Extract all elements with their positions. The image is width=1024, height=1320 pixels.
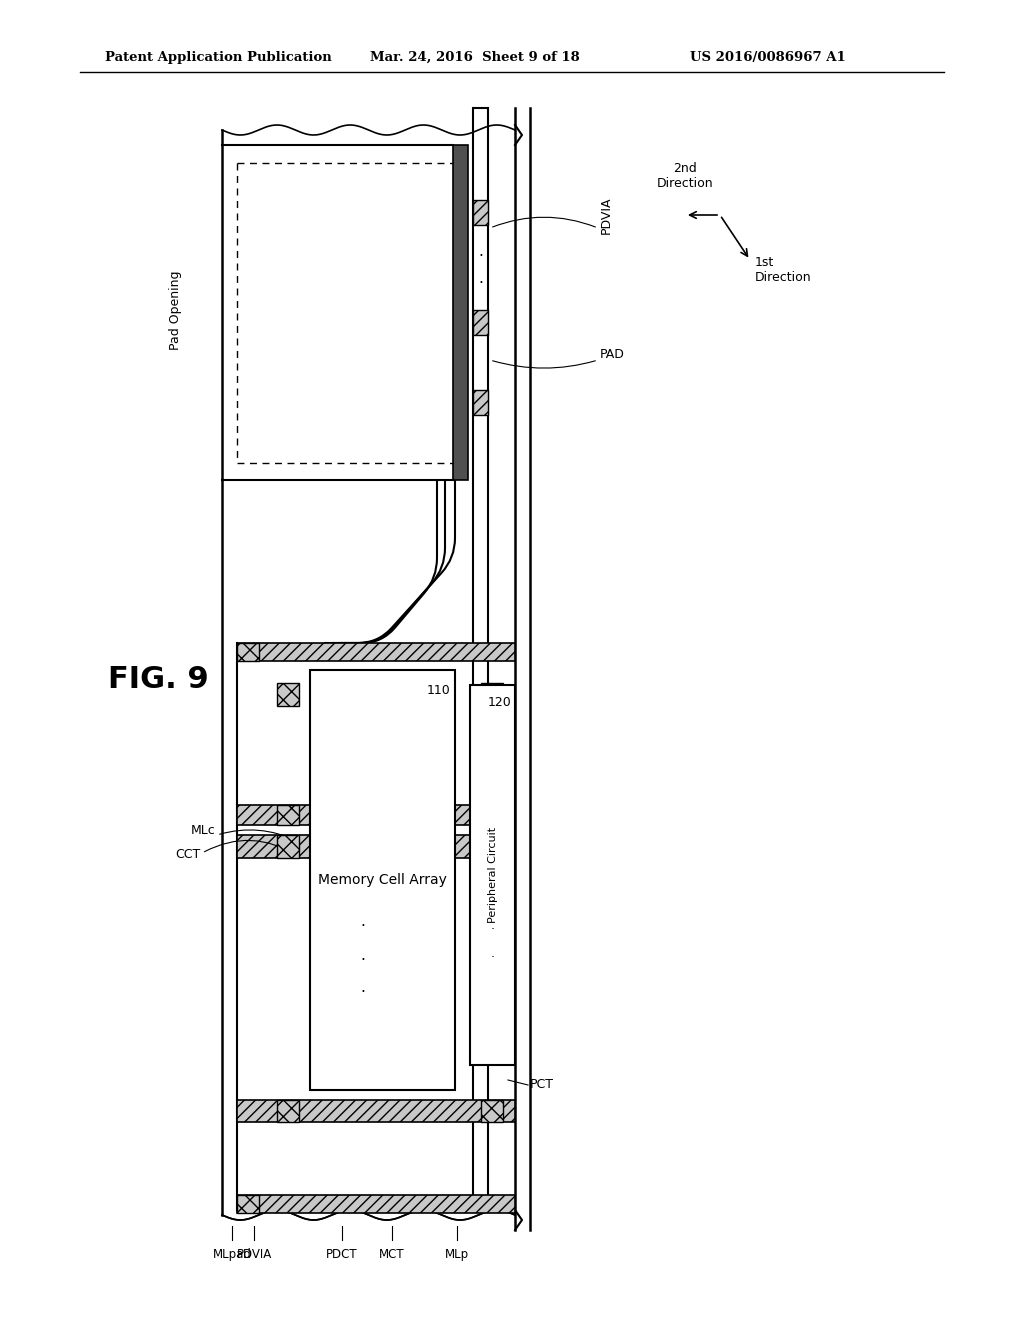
- Text: 2nd
Direction: 2nd Direction: [656, 162, 714, 190]
- Bar: [237, 1195, 259, 1213]
- Text: PDVIA: PDVIA: [237, 1247, 271, 1261]
- Text: PAD: PAD: [600, 348, 625, 362]
- Text: 110: 110: [426, 684, 450, 697]
- Text: MLp: MLp: [445, 1247, 469, 1261]
- Text: PDCT: PDCT: [327, 1247, 357, 1261]
- Bar: [310, 671, 455, 1090]
- Bar: [278, 805, 299, 825]
- Bar: [237, 643, 515, 661]
- Bar: [237, 836, 515, 858]
- Bar: [481, 1100, 503, 1122]
- Bar: [473, 201, 488, 224]
- Bar: [237, 1100, 515, 1122]
- Bar: [237, 1195, 515, 1213]
- Bar: [237, 643, 259, 661]
- Text: 120: 120: [487, 697, 511, 710]
- Bar: [481, 836, 503, 858]
- Bar: [473, 310, 488, 335]
- Bar: [481, 682, 503, 706]
- Bar: [278, 682, 299, 706]
- Text: Patent Application Publication: Patent Application Publication: [105, 50, 332, 63]
- Bar: [453, 145, 468, 480]
- Text: ·
·
·: · · ·: [490, 895, 495, 965]
- Text: US 2016/0086967 A1: US 2016/0086967 A1: [690, 50, 846, 63]
- Text: Memory Cell Array: Memory Cell Array: [318, 873, 446, 887]
- Bar: [278, 836, 299, 858]
- Text: MLc: MLc: [190, 824, 215, 837]
- Bar: [473, 389, 488, 414]
- Text: MCT: MCT: [379, 1247, 404, 1261]
- Bar: [278, 1100, 299, 1122]
- Bar: [237, 805, 515, 825]
- Text: PDVIA: PDVIA: [600, 197, 613, 234]
- Text: Mar. 24, 2016  Sheet 9 of 18: Mar. 24, 2016 Sheet 9 of 18: [370, 50, 580, 63]
- Bar: [470, 685, 515, 1065]
- Text: CCT: CCT: [175, 849, 200, 862]
- Bar: [481, 805, 503, 825]
- Text: PCT: PCT: [530, 1078, 554, 1092]
- Text: MLpad: MLpad: [213, 1247, 252, 1261]
- Bar: [473, 108, 488, 1210]
- Text: Peripheral Circuit: Peripheral Circuit: [487, 826, 498, 923]
- Text: Pad Opening: Pad Opening: [169, 271, 181, 350]
- Text: FIG. 9: FIG. 9: [108, 665, 209, 694]
- Text: ·
·
·: · · ·: [360, 920, 365, 1001]
- Text: 1st
Direction: 1st Direction: [755, 256, 812, 284]
- Text: ·
·: · ·: [478, 249, 483, 290]
